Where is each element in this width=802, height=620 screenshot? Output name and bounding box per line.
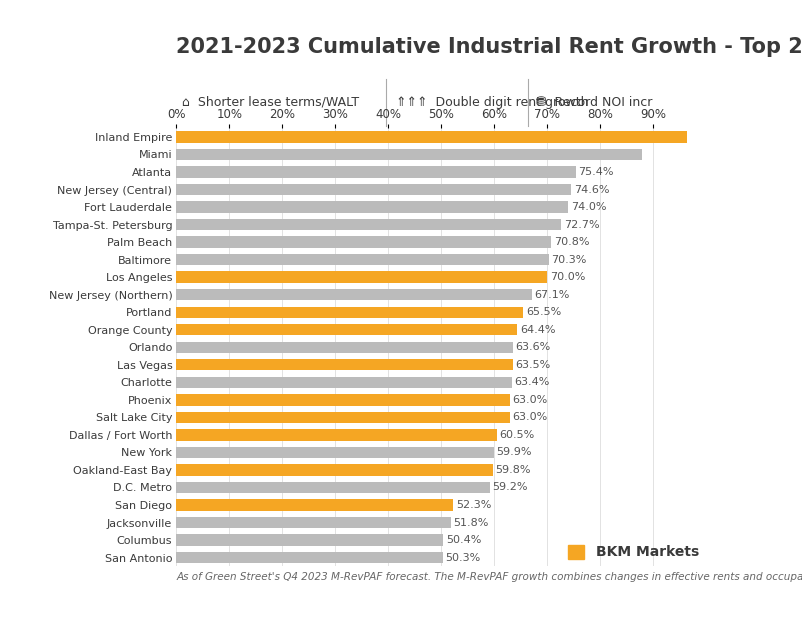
Text: 70.3%: 70.3%: [551, 255, 586, 265]
Bar: [176, 289, 532, 300]
Bar: [176, 149, 642, 160]
Bar: [176, 202, 568, 213]
Text: ⛃  Record NOI incr: ⛃ Record NOI incr: [537, 95, 653, 108]
Bar: [176, 166, 576, 178]
Bar: [176, 552, 443, 564]
Text: 52.3%: 52.3%: [456, 500, 492, 510]
Text: 63.0%: 63.0%: [512, 412, 548, 422]
Text: 74.6%: 74.6%: [574, 185, 610, 195]
Bar: [176, 394, 510, 405]
Text: 64.4%: 64.4%: [520, 325, 556, 335]
Bar: [176, 429, 496, 441]
Text: 63.5%: 63.5%: [515, 360, 550, 370]
Bar: [176, 464, 493, 476]
Bar: [176, 499, 453, 511]
Bar: [176, 219, 561, 230]
Bar: [176, 517, 451, 528]
Text: 2021-2023 Cumulative Industrial Rent Growth - Top 25 MSAs: 2021-2023 Cumulative Industrial Rent Gro…: [176, 37, 802, 58]
Text: 50.3%: 50.3%: [445, 552, 480, 562]
Bar: [176, 482, 490, 493]
Bar: [176, 236, 551, 248]
Bar: [176, 184, 571, 195]
Text: 63.0%: 63.0%: [512, 395, 548, 405]
Legend: BKM Markets: BKM Markets: [568, 544, 699, 559]
Text: 60.5%: 60.5%: [500, 430, 535, 440]
Text: ⌂  Shorter lease terms/WALT: ⌂ Shorter lease terms/WALT: [182, 95, 358, 108]
Bar: [176, 447, 493, 458]
Text: 59.8%: 59.8%: [496, 465, 531, 475]
Text: 65.5%: 65.5%: [526, 307, 561, 317]
Text: 75.4%: 75.4%: [578, 167, 614, 177]
Bar: [176, 306, 523, 318]
Bar: [176, 324, 517, 335]
Bar: [176, 359, 512, 371]
Text: 51.8%: 51.8%: [453, 518, 488, 528]
Text: 67.1%: 67.1%: [534, 290, 569, 299]
Text: As of Green Street's Q4 2023 M-RevPAF forecast. The M-RevPAF growth combines cha: As of Green Street's Q4 2023 M-RevPAF fo…: [176, 572, 802, 582]
Text: 63.4%: 63.4%: [515, 378, 550, 388]
Text: 50.4%: 50.4%: [446, 535, 481, 545]
Text: 70.8%: 70.8%: [554, 237, 589, 247]
Text: ⇑⇑⇑  Double digit rent growth: ⇑⇑⇑ Double digit rent growth: [396, 95, 589, 108]
Bar: [176, 376, 512, 388]
Text: 70.0%: 70.0%: [549, 272, 585, 282]
Text: 63.6%: 63.6%: [516, 342, 551, 352]
Text: 59.2%: 59.2%: [492, 482, 528, 492]
Bar: [176, 254, 549, 265]
Bar: [176, 534, 444, 546]
Text: 72.7%: 72.7%: [564, 219, 600, 229]
Bar: [176, 131, 687, 143]
Text: 74.0%: 74.0%: [571, 202, 606, 212]
Bar: [176, 342, 513, 353]
Bar: [176, 412, 510, 423]
Bar: [176, 272, 547, 283]
Text: 59.9%: 59.9%: [496, 448, 532, 458]
